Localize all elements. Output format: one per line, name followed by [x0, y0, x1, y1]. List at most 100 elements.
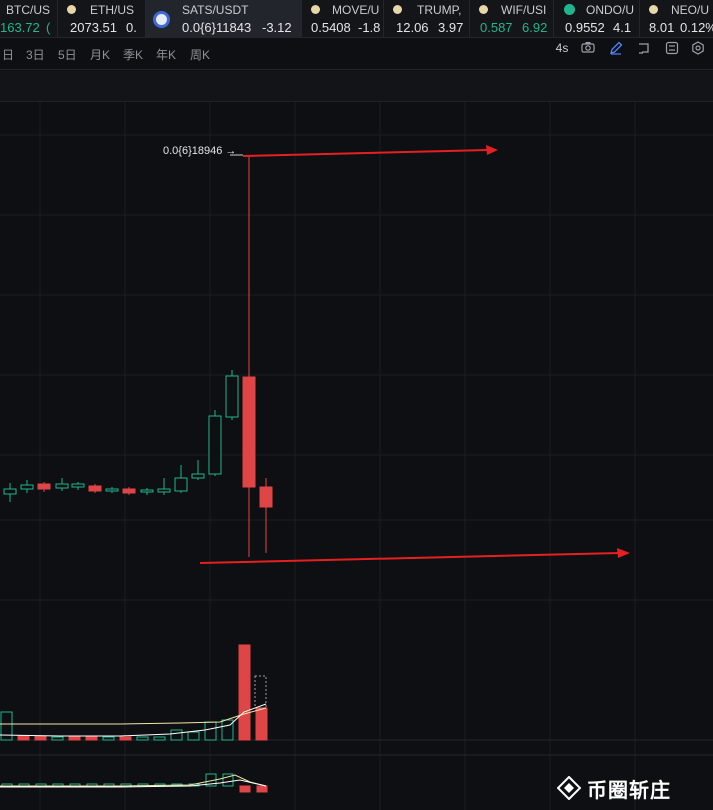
ticker-name: ETH/US — [90, 3, 135, 17]
volume-bar — [119, 736, 132, 741]
volume-ma-line — [0, 703, 267, 737]
high-price-label: 0.0{6}18946 → — [163, 145, 237, 157]
indicator-icon[interactable] — [662, 38, 682, 58]
annotation-arrows — [199, 145, 630, 564]
candles — [3, 155, 273, 557]
volume-bar — [170, 729, 183, 741]
candle-body — [208, 415, 222, 475]
candle-body — [225, 375, 239, 418]
volume-bar — [255, 707, 268, 741]
ticker-eth[interactable]: ETH/US 2073.51 0. — [58, 0, 146, 37]
ticker-change: -3.12 — [262, 20, 292, 35]
candle-body — [71, 483, 85, 488]
ticker-price: 0.9552 — [565, 20, 605, 35]
timeframe-quarter[interactable]: 季K — [123, 48, 144, 62]
timeframe-week[interactable]: 周K — [190, 48, 211, 62]
volume-bar — [17, 735, 30, 741]
ticker-move[interactable]: MOVE/U 0.5408 -1.8 — [302, 0, 384, 37]
ticker-change: 0. — [126, 20, 137, 35]
ticker-price: 2073.51 — [70, 20, 117, 35]
volume-bar — [34, 735, 47, 741]
candle-body — [122, 488, 136, 494]
ticker-price: 0.587 — [480, 20, 513, 35]
ticker-change: ( — [46, 20, 51, 35]
chart-grid — [0, 102, 713, 810]
timeframe-1d[interactable]: 日 — [2, 48, 15, 62]
annotation-arrowhead — [617, 548, 630, 558]
macd-bar — [222, 773, 234, 787]
annotation-arrowhead — [486, 145, 498, 155]
timeframe-year[interactable]: 年K — [156, 48, 177, 62]
ticker-strip: BTC/US 163.72 ( ETH/US 2073.51 0. SATS/U… — [0, 0, 713, 38]
timeframe-3d[interactable]: 3日 — [26, 48, 45, 62]
candle-body — [88, 485, 102, 492]
candle-body — [3, 488, 17, 495]
macd-bar — [239, 785, 251, 793]
candle-body — [242, 376, 256, 488]
ticker-change: -1.8 — [358, 20, 381, 35]
ticker-price: 0.0{6}11843 — [182, 20, 252, 35]
annotation-arrow-line — [199, 552, 621, 564]
volume-bar — [221, 719, 234, 741]
ticker-name: SATS/USDT — [182, 3, 249, 17]
ticker-change: 4.1 — [613, 20, 632, 35]
volume-bar — [153, 736, 166, 741]
ticker-change: 0.12% — [680, 20, 713, 35]
ticker-ondo[interactable]: ONDO/U 0.9552 4.1 — [554, 0, 640, 37]
macd-pane — [0, 773, 268, 793]
diamond-logo-icon — [557, 776, 581, 800]
volume-bar — [136, 736, 149, 741]
chart-info-strip — [0, 71, 713, 102]
ticker-price: 12.06 — [396, 20, 429, 35]
ondo-icon — [564, 4, 575, 15]
ticker-wif[interactable]: WIF/USI 0.587 6.92 — [470, 0, 554, 37]
ticker-btc[interactable]: BTC/US 163.72 ( — [0, 0, 58, 37]
ticker-name: WIF/USI — [501, 3, 547, 17]
volume-bar — [102, 736, 115, 741]
ticker-price: 0.5408 — [311, 20, 351, 35]
candle-body — [157, 488, 171, 493]
ticker-sats[interactable]: SATS/USDT 0.0{6}11843 -3.12 — [146, 0, 302, 37]
volume-bar — [0, 711, 13, 741]
ticker-trump[interactable]: TRUMP, 12.06 3.97 — [384, 0, 470, 37]
watermark-text: 币圈斩庄 — [587, 780, 671, 802]
ticker-name: NEO/U — [671, 3, 710, 17]
sats-icon — [153, 11, 170, 28]
volume-bar — [187, 731, 200, 741]
candle-body — [174, 477, 188, 492]
ticker-name: MOVE/U — [332, 3, 380, 17]
candle-body — [259, 486, 273, 508]
volume-bar — [85, 736, 98, 741]
timeframe-5d[interactable]: 5日 — [58, 48, 77, 62]
chart-toolbar: 日 3日 5日 月K 季K 年K 周K 4s — [0, 38, 713, 70]
candle-body — [55, 483, 69, 489]
camera-icon[interactable] — [578, 38, 598, 58]
coin-icon — [479, 5, 488, 14]
layout-icon[interactable] — [634, 38, 654, 58]
ticker-neo[interactable]: NEO/U 8.01 0.12% — [640, 0, 713, 37]
coin-icon — [393, 5, 402, 14]
ticker-name: ONDO/U — [586, 3, 634, 17]
timeframe-month[interactable]: 月K — [90, 48, 111, 62]
settings-icon[interactable] — [688, 38, 708, 58]
volume-ma-line — [0, 707, 267, 725]
coin-icon — [67, 5, 76, 14]
candle-body — [105, 488, 119, 492]
ticker-price: 163.72 — [0, 20, 40, 35]
volume-bar — [204, 721, 217, 741]
volume-projection — [254, 675, 267, 709]
volume-bar — [68, 736, 81, 741]
coin-icon — [311, 5, 320, 14]
annotation-arrow-line — [242, 149, 489, 157]
volume-bar — [238, 644, 251, 741]
candle-body — [191, 473, 205, 479]
ticker-name: TRUMP, — [417, 3, 462, 17]
pencil-icon[interactable] — [606, 38, 626, 58]
macd-bar — [256, 785, 268, 793]
interval-select[interactable]: 4s — [555, 41, 569, 55]
ticker-change: 3.97 — [438, 20, 464, 35]
volume-bar — [51, 736, 64, 741]
ticker-name: BTC/US — [6, 3, 51, 17]
coin-icon — [649, 5, 658, 14]
